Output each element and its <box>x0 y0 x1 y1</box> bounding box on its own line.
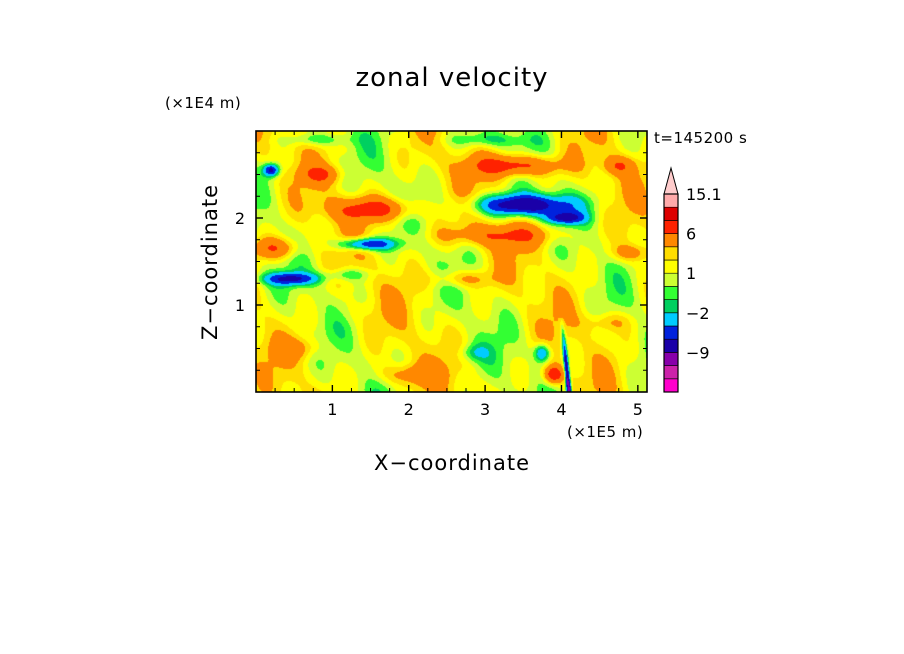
colorbar-bin <box>663 352 679 366</box>
colorbar-bin <box>663 325 679 340</box>
colorbar-bin <box>663 299 679 314</box>
y-axis-ticks: 12 <box>235 152 647 371</box>
colorbar-bin <box>663 206 679 221</box>
colorbar-label: −2 <box>686 304 710 323</box>
colorbar-label: −9 <box>686 343 710 362</box>
colorbar-bin <box>663 272 679 287</box>
x-tick-label: 3 <box>480 400 490 419</box>
colorbar-bin <box>663 286 679 300</box>
plot-area <box>256 131 647 392</box>
colorbar-bin <box>663 338 679 353</box>
y-tick-label: 1 <box>235 296 245 315</box>
colorbar-bin <box>663 312 679 327</box>
x-tick-label: 5 <box>633 400 643 419</box>
colorbar-label: 1 <box>686 264 696 283</box>
colorbar-label: 6 <box>686 225 696 244</box>
colorbar-bin <box>663 378 679 393</box>
x-tick-label: 4 <box>556 400 566 419</box>
colorbar-bin <box>663 193 679 208</box>
chart-title: zonal velocity <box>355 63 548 93</box>
colorbar-label: 15.1 <box>686 185 722 204</box>
colorbar-bin <box>663 233 679 248</box>
y-unit-label: (×1E4 m) <box>165 94 241 112</box>
colorbar-bin <box>663 220 679 234</box>
x-axis-title: X−coordinate <box>374 451 530 475</box>
x-tick-label: 1 <box>327 400 337 419</box>
colorbar-frame <box>663 193 679 393</box>
colorbar-bin <box>663 259 679 274</box>
colorbar-extend-arrow <box>663 166 679 195</box>
colorbar: 15.1 6 1 −2 −9 <box>663 166 722 393</box>
x-axis-ticks: 1 2 3 4 5 <box>274 131 643 419</box>
y-axis-title: Z−coordinate <box>198 184 222 340</box>
colorbar-bin <box>663 246 679 261</box>
time-label: t=145200 s <box>654 129 747 147</box>
x-tick-label: 2 <box>404 400 414 419</box>
y-tick-label: 2 <box>235 209 245 228</box>
colorbar-bin <box>663 365 679 380</box>
contour-field <box>256 131 647 392</box>
x-unit-label: (×1E5 m) <box>567 423 643 441</box>
